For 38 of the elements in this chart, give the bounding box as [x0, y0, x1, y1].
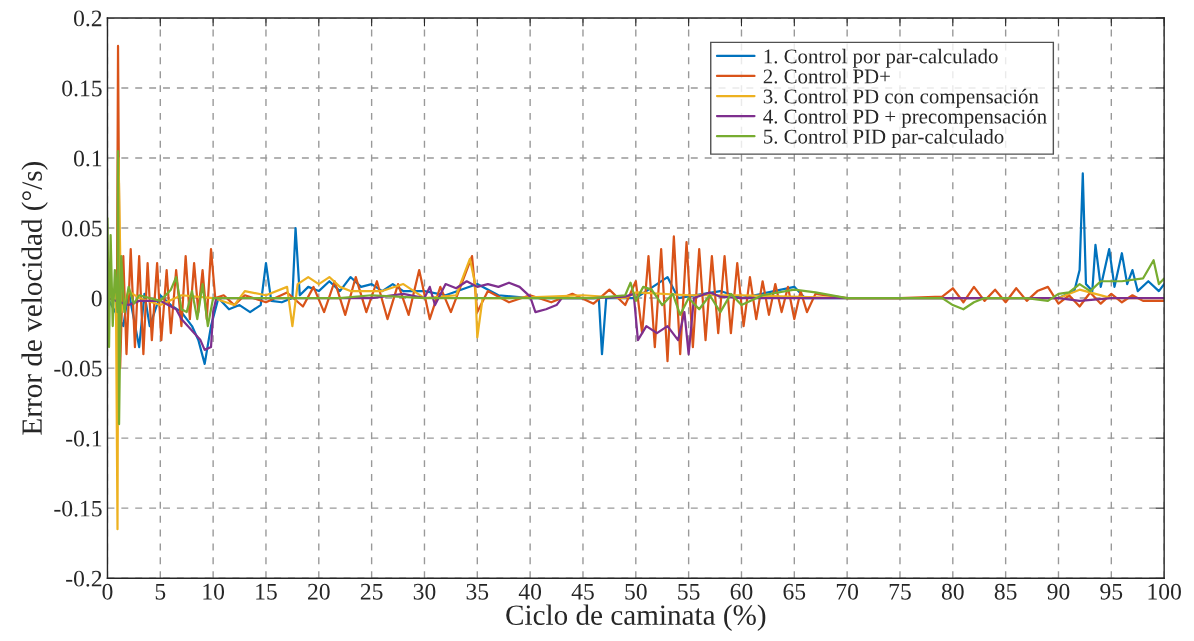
x-tick-label: 15 — [256, 583, 277, 600]
legend-label: 4. Control PD + precompensación — [763, 108, 1047, 128]
x-tick-label: 10 — [203, 583, 225, 600]
legend-label: 5. Control PID par-calculado — [764, 128, 1004, 148]
x-tick-label: 20 — [308, 583, 330, 600]
x-tick-label: 35 — [466, 583, 489, 600]
x-tick-label: 5 — [155, 583, 166, 600]
legend-label: 2. Control PD+ — [763, 68, 890, 84]
x-tick-label: 50 — [625, 583, 647, 600]
legend-label: 3. Control PD con compensación — [763, 88, 1039, 108]
y-tick-label: -0.15 — [54, 500, 102, 517]
y-tick-label: -0.1 — [66, 430, 102, 447]
x-tick-label: 65 — [783, 583, 806, 600]
x-tick-label: 75 — [889, 583, 911, 600]
y-tick-label: 0.2 — [73, 10, 102, 27]
y-axis-title: Error de velocidad (°/s) — [21, 161, 48, 435]
x-axis-title: Ciclo de caminata (%) — [506, 604, 766, 631]
x-tick-label: 100 — [1148, 583, 1181, 600]
x-tick-label: 25 — [360, 583, 383, 600]
x-tick-label: 40 — [518, 583, 542, 600]
x-tick-label: 95 — [1100, 583, 1123, 600]
y-tick-label: 0.05 — [62, 220, 102, 237]
x-tick-label: 85 — [994, 583, 1017, 600]
x-tick-label: 45 — [571, 583, 594, 600]
y-tick-label: 0.15 — [62, 80, 102, 97]
x-tick-label: 60 — [730, 583, 753, 600]
x-tick-label: 70 — [836, 583, 859, 600]
x-tick-label: 90 — [1047, 583, 1070, 600]
y-tick-label: 0 — [91, 290, 102, 307]
y-tick-label: 0.1 — [73, 150, 102, 167]
x-tick-label: 0 — [102, 583, 113, 600]
y-tick-label: -0.2 — [66, 570, 102, 587]
x-tick-label: 30 — [413, 583, 436, 600]
x-tick-label: 80 — [941, 583, 964, 600]
y-tick-label: -0.05 — [54, 360, 102, 377]
legend-label: 1. Control por par-calculado — [764, 48, 998, 68]
line-series — [107, 149, 1165, 426]
x-tick-label: 55 — [678, 583, 700, 600]
